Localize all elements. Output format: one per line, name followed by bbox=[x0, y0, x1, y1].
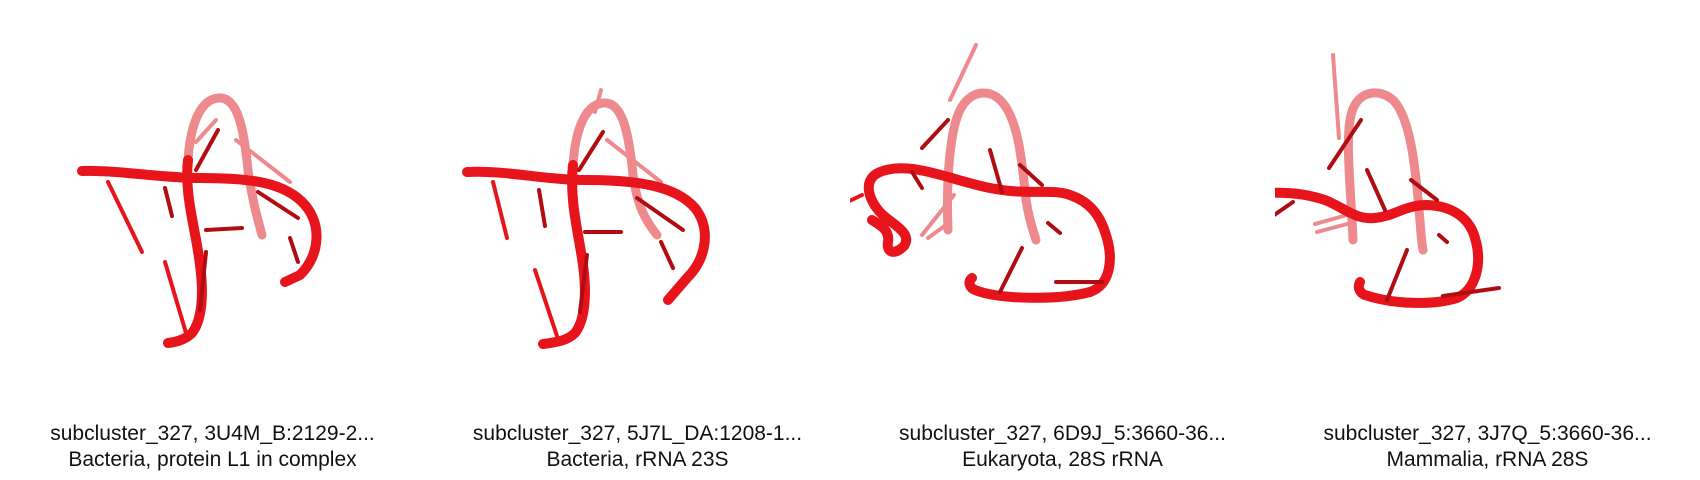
rna-structure-render-1 bbox=[77, 93, 322, 348]
rna-backbone-faded bbox=[920, 43, 1041, 245]
structure-subtitle: Eukaryota, 28S rRNA bbox=[962, 448, 1163, 471]
rna-backbone bbox=[850, 118, 1115, 303]
rna-structure-render-4 bbox=[1275, 53, 1501, 308]
structure-subtitle: Bacteria, rRNA 23S bbox=[546, 448, 729, 471]
structure-title: subcluster_327, 3J7Q_5:3660-36... bbox=[1323, 422, 1652, 445]
structure-panel-2: subcluster_327, 5J7L_DA:1208-1... Bacter… bbox=[425, 0, 850, 480]
structure-subtitle: Bacteria, protein L1 in complex bbox=[68, 448, 357, 471]
rna-backbone bbox=[77, 128, 322, 348]
rna-backbone-faded bbox=[1313, 53, 1428, 255]
rna-structure-render-2 bbox=[462, 88, 710, 349]
rna-backbone-faded bbox=[183, 93, 292, 240]
structure-panel-1: subcluster_327, 3U4M_B:2129-2... Bacteri… bbox=[0, 0, 425, 480]
structure-title: subcluster_327, 3U4M_B:2129-2... bbox=[50, 422, 375, 445]
rna-backbone bbox=[1275, 118, 1501, 308]
structure-title: subcluster_327, 6D9J_5:3660-36... bbox=[899, 422, 1226, 445]
structure-subtitle: Mammalia, rRNA 28S bbox=[1386, 448, 1589, 471]
rna-structure-render-3 bbox=[850, 43, 1115, 303]
rna-backbone bbox=[462, 130, 710, 349]
structure-panel-3: subcluster_327, 6D9J_5:3660-36... Eukary… bbox=[850, 0, 1275, 480]
structure-panel-4: subcluster_327, 3J7Q_5:3660-36... Mammal… bbox=[1275, 0, 1700, 480]
structure-title: subcluster_327, 5J7L_DA:1208-1... bbox=[472, 422, 803, 445]
rna-backbone-faded bbox=[568, 88, 663, 240]
